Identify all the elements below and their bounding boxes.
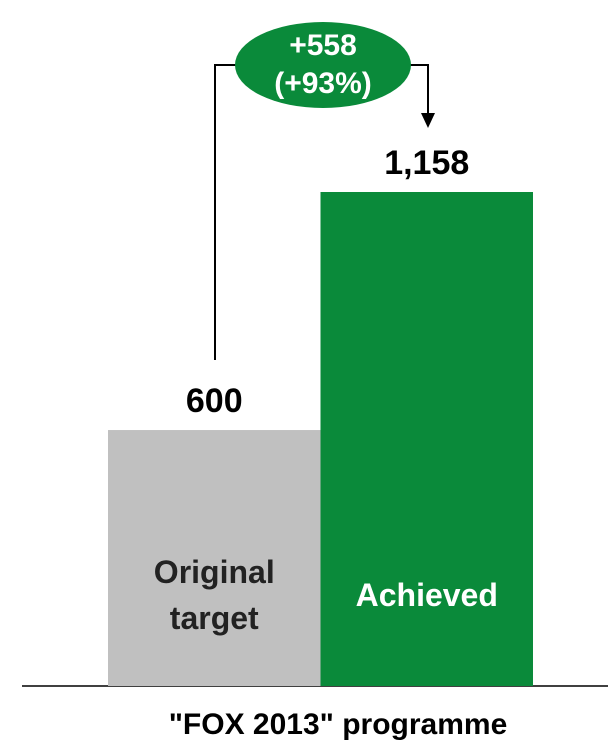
bracket xyxy=(408,64,429,115)
bar xyxy=(320,192,533,686)
category-label: Achieved xyxy=(355,577,498,613)
annotation: +558 xyxy=(289,29,357,62)
category-label: Original target xyxy=(153,554,275,636)
bracket xyxy=(214,64,240,360)
annotation: (+93%) xyxy=(274,67,372,100)
arrow-head xyxy=(421,113,435,128)
value-label: 600 xyxy=(186,382,243,420)
x-axis-label: "FOX 2013" programme xyxy=(169,708,508,741)
annotation-bubble xyxy=(235,22,411,108)
bar xyxy=(108,430,321,686)
value-label: 1,158 xyxy=(384,144,469,182)
